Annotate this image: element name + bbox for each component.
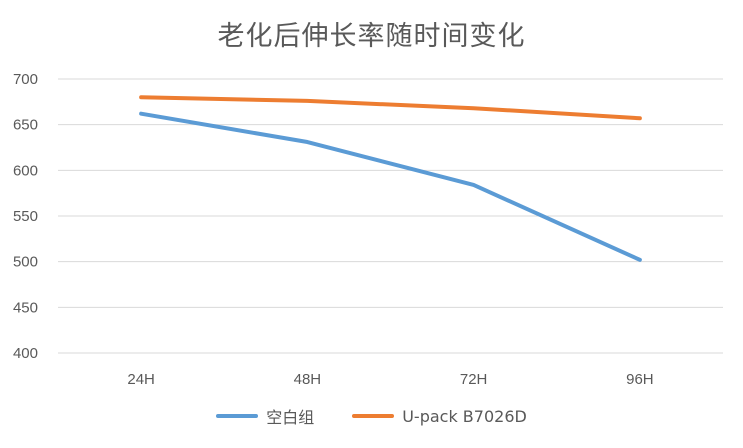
legend-label-series-2: U-pack B7026D xyxy=(402,406,527,426)
y-tick-label: 600 xyxy=(13,162,38,179)
y-tick-label: 450 xyxy=(13,299,38,316)
x-tick-label: 48H xyxy=(294,371,322,388)
series-line-1 xyxy=(139,111,642,262)
legend: 空白组 U-pack B7026D xyxy=(0,404,743,428)
x-tick-label: 72H xyxy=(460,371,488,388)
legend-swatch-series-1 xyxy=(216,414,259,418)
legend-label-series-1: 空白组 xyxy=(266,408,315,427)
y-tick-label: 700 xyxy=(13,71,38,88)
legend-item-series-1: 空白组 xyxy=(216,404,314,428)
chart-title: 老化后伸长率随时间变化 xyxy=(217,21,526,52)
legend-item-series-2: U-pack B7026D xyxy=(352,407,527,426)
x-tick-label: 96H xyxy=(626,371,654,388)
x-tick-label: 24H xyxy=(127,371,155,388)
legend-swatch-series-2 xyxy=(352,414,395,418)
y-tick-label: 400 xyxy=(13,345,38,362)
y-tick-label: 650 xyxy=(13,117,38,134)
series-line-2 xyxy=(139,95,642,121)
y-tick-label: 500 xyxy=(13,254,38,271)
y-tick-label: 550 xyxy=(13,208,38,225)
